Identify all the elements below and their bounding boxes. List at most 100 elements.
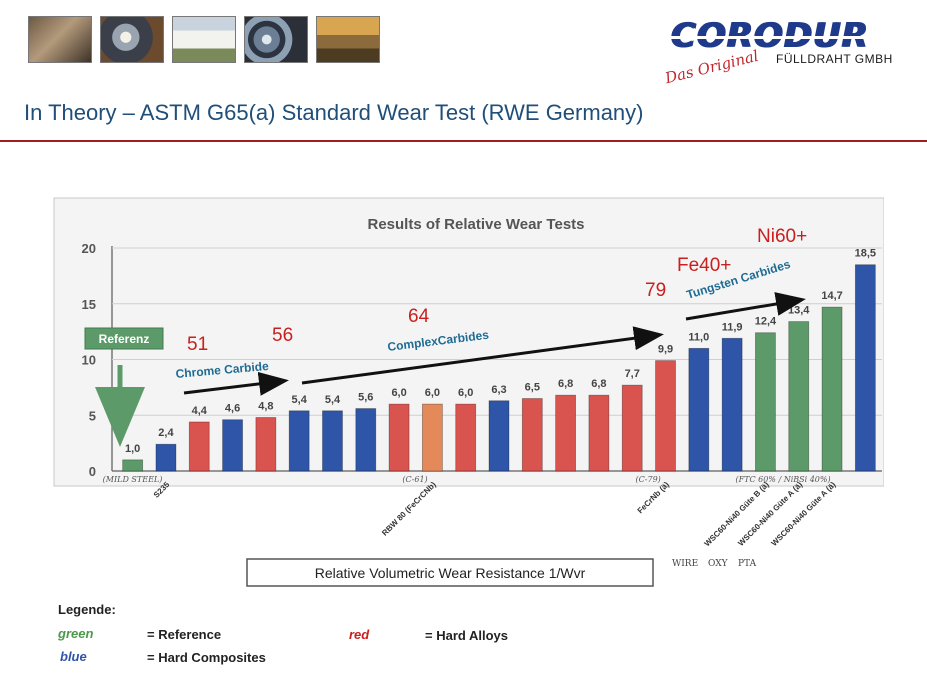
bar [322,410,343,472]
annotation-ni60: Ni60+ [757,226,807,247]
chart-title: Results of Relative Wear Tests [367,216,584,233]
process-oxy: OXY [708,559,729,569]
bar [388,403,410,472]
reference-box-bg [84,327,164,350]
bar-value-label: 14,7 [821,290,842,302]
bar-value-label: 6,5 [525,382,540,394]
y-tick-label: 5 [89,408,96,423]
bar [188,421,210,472]
reference-box: Referenz [84,327,164,447]
x-axis-title-frame [246,558,654,587]
group-note: (C-79) [636,475,661,484]
bar-value-label: 9,9 [658,344,673,356]
bar-value-label: 11,9 [722,321,743,333]
bar-value-label: 4,4 [192,405,208,417]
legend-reference: = Reference [147,627,222,642]
category-label: WSC60-Ni40 Güte A (ä) [736,480,804,548]
trend-arrow-2 [301,326,664,385]
bar [521,398,543,472]
bar [155,443,177,472]
bar-value-label: 6,0 [391,387,406,399]
y-tick-label: 0 [89,464,96,479]
bar-value-label: 12,4 [755,316,777,328]
bar [355,408,377,472]
logo-subtitle: FÜLLDRAHT GMBH [776,52,893,66]
bar-value-label: 4,6 [225,403,240,415]
bar-value-label: 18,5 [855,248,876,260]
annotation-64: 64 [408,306,430,327]
bar-value-label: 6,0 [458,387,473,399]
bar [122,459,144,472]
legend-title: Legende: [58,602,116,617]
building-photo [172,16,236,63]
slide-title: In Theory – ASTM G65(a) Standard Wear Te… [24,100,644,125]
bar-value-label: 5,6 [358,392,373,404]
bar-value-label: 5,4 [325,394,341,406]
bar-value-label: 2,4 [158,427,174,439]
legend-green-word: green [58,626,94,641]
category-label: RBW 80 (FeCrCNb) [380,480,438,538]
title-divider [0,140,927,142]
bar [721,337,743,472]
x-axis-title: Relative Volumetric Wear Resistance 1/Wv… [315,565,586,581]
value-labels: 1,0 2,4 4,4 4,6 4,8 5,4 5,4 5,6 6,0 6,0 6,0 6,3 6,5 6… [125,248,876,455]
group-note: (FTC 60% / NiBSi 40%) [735,475,830,484]
group-note: (C-61) [402,475,427,484]
company-logo: CORODUR Das Original FÜLLDRAHT GMBH [663,14,904,87]
bar [421,403,443,472]
legend-hard-alloys: = Hard Alloys [425,628,508,643]
annotation-fe40: Fe40+ [677,255,731,276]
bar [655,360,676,472]
header-photo-strip [28,16,380,63]
category-labels: S235 RBW 80 (FeCrCNb) FeCrNb (ä) WSC60-Ni40… [152,480,838,549]
trend-arrow-3 [685,292,806,321]
bar [555,394,576,472]
bar [488,400,510,472]
bar [588,394,610,472]
bar [621,384,643,472]
bar-value-label: 1,0 [125,443,140,455]
chart-svg: Results of Relative Wear Tests 05101520 … [53,197,884,587]
y-tick-label: 15 [82,297,96,312]
bar-value-label: 11,0 [688,331,709,343]
trend-arrow-1 [183,371,289,396]
bar [788,321,810,472]
welding-photo [100,16,164,63]
bar-value-label: 5,4 [292,394,308,406]
legend-hard-composites: = Hard Composites [147,650,266,665]
bar-value-label: 4,8 [258,400,273,412]
category-label: WSC60-Ni40 Güte A (ä) [770,480,838,548]
category-label: WSC60-Ni40 Güte B (ä) [703,480,772,549]
annotation-51: 51 [187,334,208,355]
bar-value-label: 6,8 [591,378,606,390]
bar [854,264,876,472]
bar [222,419,243,472]
process-labels: WIRE OXY PTA [672,559,757,569]
y-tick-label: 10 [82,353,96,368]
excavator-photo [316,16,380,63]
process-wire: WIRE [672,559,698,569]
bar-value-label: 6,8 [558,378,573,390]
bar [755,332,776,472]
x-axis-title-box: Relative Volumetric Wear Resistance 1/Wv… [246,558,654,587]
bar-value-label: 13,4 [788,305,810,317]
bar [821,306,843,472]
group-note: (MILD STEEL) [103,475,163,484]
group-notes: (MILD STEEL) (C-61) (C-79) (FTC 60% / NiBSi… [103,475,831,484]
bar [455,403,477,472]
bar [288,410,310,472]
bar-value-label: 6,3 [491,384,506,396]
bar-value-label: 6,0 [425,387,440,399]
bar-series [122,264,876,472]
wear-test-chart: Results of Relative Wear Tests 0 5 10 15 20 … [40,189,884,666]
bar [255,417,277,472]
reference-box-label: Referenz [99,332,150,346]
logo-stripe [670,36,896,39]
annotation-56: 56 [272,325,293,346]
y-tick-label: 20 [82,241,96,256]
process-pta: PTA [738,559,757,569]
wire-coil-photo [244,16,308,63]
bar-value-label: 7,7 [625,368,640,380]
annotation-79: 79 [645,280,666,301]
legend-red-word: red [349,627,370,642]
